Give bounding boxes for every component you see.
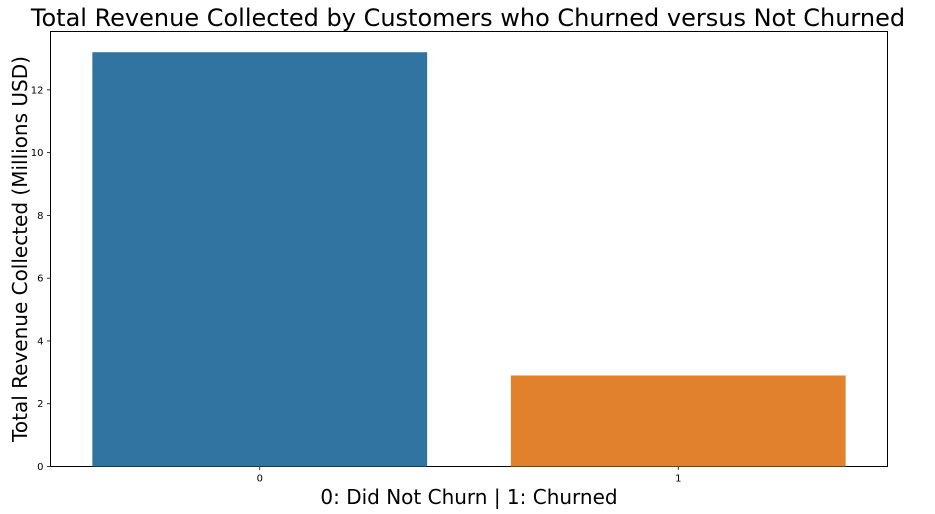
y-tick-label-6: 6 [37, 274, 43, 285]
bar-1 [510, 375, 846, 467]
y-tick-label-10: 10 [31, 148, 44, 159]
y-tick-label-2: 2 [37, 399, 43, 410]
chart-title: Total Revenue Collected by Customers who… [30, 4, 905, 32]
bar-0 [92, 52, 428, 467]
y-tick-label-12: 12 [31, 85, 44, 96]
y-tick-label-0: 0 [37, 462, 43, 473]
y-tick-label-8: 8 [37, 211, 43, 222]
x-tick-label-1: 1 [675, 474, 681, 485]
y-axis-label: Total Revenue Collected (Millions USD) [8, 56, 32, 443]
x-tick-label-0: 0 [257, 474, 263, 485]
plot-frame [50, 31, 888, 467]
y-tick-label-4: 4 [37, 336, 43, 347]
x-axis-label: 0: Did Not Churn | 1: Churned [320, 485, 617, 509]
bars [92, 52, 846, 467]
y-axis: 0 2 4 6 8 10 12 [31, 85, 51, 473]
